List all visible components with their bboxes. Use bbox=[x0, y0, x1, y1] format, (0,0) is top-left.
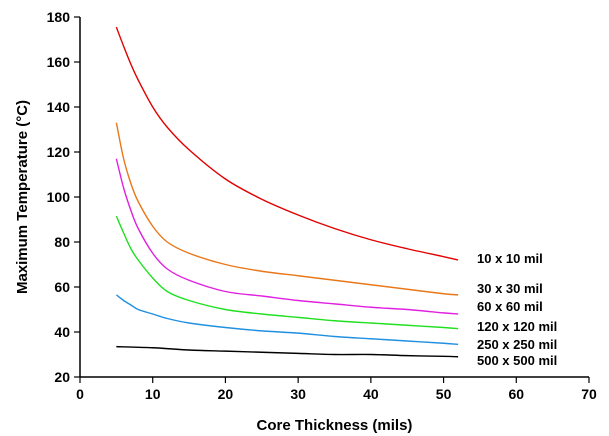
x-tick-label: 0 bbox=[76, 386, 84, 402]
series-label-3: 120 x 120 mil bbox=[477, 319, 557, 334]
series-line-4 bbox=[115, 294, 459, 346]
x-axis-label: Core Thickness (mils) bbox=[257, 417, 413, 434]
y-tick-label: 60 bbox=[54, 279, 70, 295]
series-line-5 bbox=[116, 345, 459, 358]
series-label-4: 250 x 250 mil bbox=[477, 337, 557, 352]
y-tick-label: 40 bbox=[54, 324, 70, 340]
series-label-5: 500 x 500 mil bbox=[477, 353, 557, 368]
x-tick-label: 20 bbox=[218, 386, 234, 402]
y-tick-label: 140 bbox=[47, 99, 71, 115]
series-line-0 bbox=[115, 26, 459, 261]
x-tick-label: 50 bbox=[436, 386, 452, 402]
series-line-1 bbox=[115, 122, 459, 296]
series-label-0: 10 x 10 mil bbox=[477, 251, 543, 266]
x-tick-label: 10 bbox=[145, 386, 161, 402]
y-tick-label: 120 bbox=[47, 144, 71, 160]
series-label-2: 60 x 60 mil bbox=[477, 299, 543, 314]
series-labels: 10 x 10 mil 30 x 30 mil 60 x 60 mil 120 x 1… bbox=[477, 251, 557, 368]
x-tick-label: 70 bbox=[581, 386, 597, 402]
y-tick-label: 20 bbox=[54, 369, 70, 385]
series-label-1: 30 x 30 mil bbox=[477, 281, 543, 296]
x-tick-label: 40 bbox=[363, 386, 379, 402]
y-tick-label: 180 bbox=[47, 9, 71, 25]
series-layer bbox=[115, 26, 459, 358]
x-tick-label: 30 bbox=[290, 386, 306, 402]
y-tick-label: 160 bbox=[47, 54, 71, 70]
series-line-3 bbox=[115, 215, 459, 330]
y-axis-label: Maximum Temperature (°C) bbox=[14, 100, 31, 294]
x-tick-label: 60 bbox=[508, 386, 524, 402]
y-tick-label: 80 bbox=[54, 234, 70, 250]
series-line-2 bbox=[115, 158, 459, 315]
y-tick-label: 100 bbox=[47, 189, 71, 205]
chart-axes: 0 10 20 30 40 50 60 70 20 40 60 80 100 120 140 160 180 bbox=[47, 9, 597, 402]
